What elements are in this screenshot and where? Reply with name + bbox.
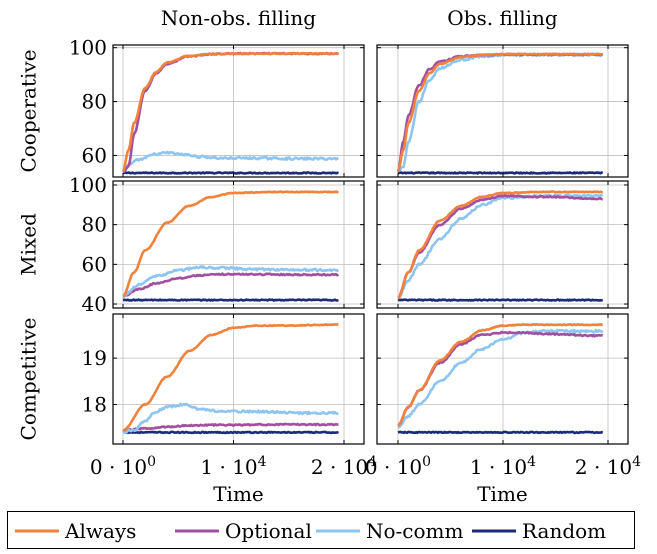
x-tick-label-exponent: 4 [632,454,641,470]
legend-label-random: Random [522,519,606,543]
x-tick-label-base: 0 · 10 [365,455,422,479]
panel-cooperative-non-obs [112,44,365,178]
column-title: Non-obs. filling [161,6,316,30]
series-line-always [397,323,603,427]
x-tick-label: 1 · 104 [200,454,266,479]
y-tick-label: 60 [82,252,107,276]
y-tick-label: 60 [82,143,107,167]
series-line-no-comm [122,150,339,173]
legend [7,511,635,549]
x-tick-label-exponent: 4 [527,454,536,470]
series-line-random [122,430,339,435]
series-line-always [122,323,339,432]
panel-frame [112,180,365,309]
x-tick-label: 1 · 104 [470,454,536,479]
x-tick-label-exponent: 4 [368,454,377,470]
panel-frame [376,180,629,309]
x-axis-label: Time [477,482,528,506]
panel-mixed-obs [376,180,629,309]
panel-frame [112,313,365,445]
x-tick-label-base: 2 · 10 [575,455,632,479]
x-tick-label: 0 · 100 [90,454,156,479]
x-tick-label-base: 1 · 10 [470,455,527,479]
row-label: Mixed [17,213,41,276]
series-line-always [121,51,339,173]
x-tick-label-exponent: 0 [422,454,431,470]
series-line-no-comm [122,402,339,435]
panel-cooperative-obs [376,44,629,178]
x-tick-label: 2 · 104 [575,454,641,479]
series-line-random [397,171,603,175]
x-axis-label: Time [213,482,264,506]
x-tick-label-base: 0 · 10 [90,455,147,479]
series-line-random [122,298,339,302]
x-tick-label: 2 · 104 [311,454,377,479]
row-label: Competitive [17,318,41,441]
series-line-no-comm [122,265,339,299]
x-tick-label-base: 2 · 10 [311,455,368,479]
series-line-no-comm [397,193,604,300]
y-tick-label: 100 [69,36,107,60]
panel-frame [112,44,365,178]
x-tick-label-exponent: 4 [258,454,267,470]
legend-label-optional: Optional [225,519,312,543]
series-line-always [396,52,603,173]
y-tick-label: 80 [82,90,107,114]
panel-competitive-obs [376,313,629,445]
y-tick-label: 100 [69,173,107,197]
series-line-random [397,430,604,435]
row-label: Cooperative [17,49,41,172]
y-tick-label: 40 [82,292,107,316]
series-line-no-comm [397,328,604,429]
y-tick-label: 19 [82,346,107,370]
series-line-random [122,171,339,175]
y-tick-label: 80 [82,213,107,237]
series-line-optional [122,272,340,298]
series-line-optional [396,52,604,172]
panel-competitive-non-obs [112,313,365,445]
series-line-optional [122,422,339,432]
legend-label-no-comm: No-comm [366,519,464,543]
series-line-optional [397,194,603,300]
panel-mixed-non-obs [112,180,365,309]
y-tick-label: 18 [82,393,107,417]
x-tick-label-base: 1 · 10 [200,455,257,479]
x-tick-label-exponent: 0 [147,454,156,470]
series-line-always [122,190,339,298]
series-line-always [397,190,603,300]
series-line-random [397,298,604,302]
column-title: Obs. filling [447,6,558,30]
series-line-no-comm [396,52,604,173]
x-tick-label: 0 · 100 [365,454,431,479]
legend-label-always: Always [64,519,136,543]
